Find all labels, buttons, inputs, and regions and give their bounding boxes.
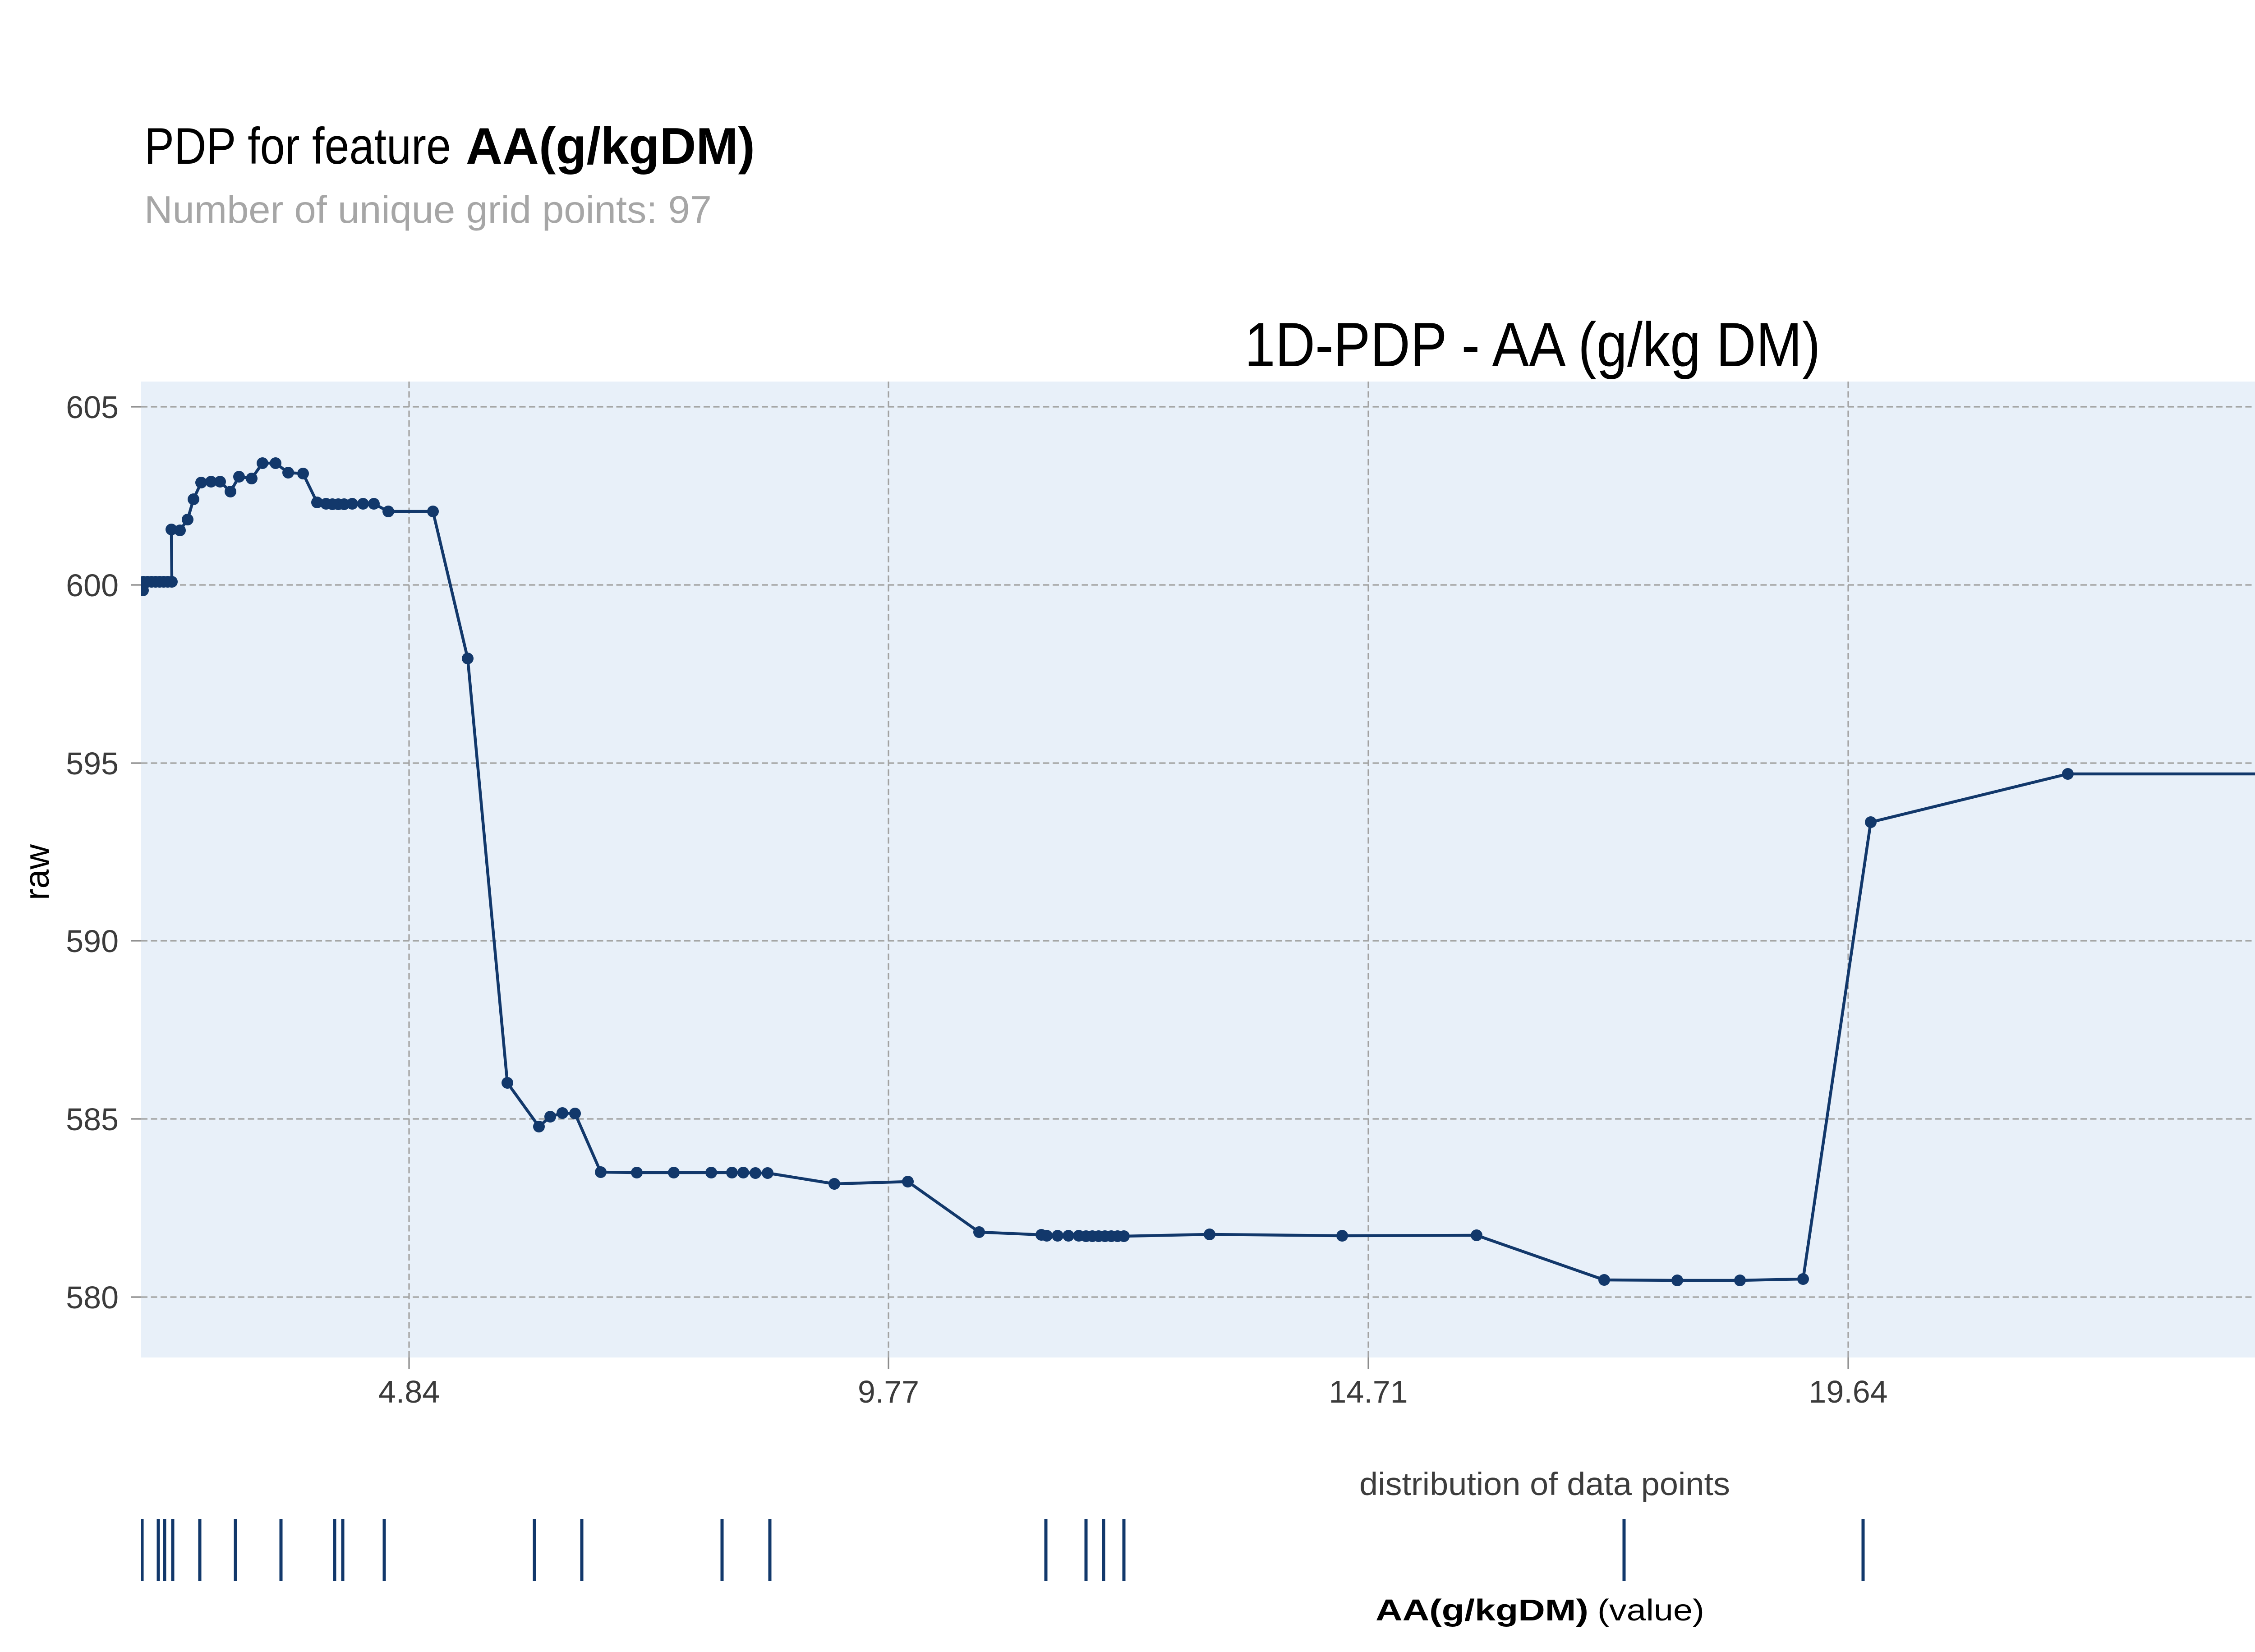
svg-text:4.84: 4.84: [378, 1374, 440, 1409]
svg-text:590: 590: [66, 924, 119, 959]
svg-text:600: 600: [66, 568, 119, 603]
svg-text:(value): (value): [1597, 1593, 1704, 1627]
svg-text:1D-PDP - AA (g/kg DM): 1D-PDP - AA (g/kg DM): [1245, 310, 1821, 380]
svg-text:585: 585: [66, 1102, 119, 1137]
svg-text:580: 580: [66, 1280, 119, 1315]
svg-text:19.64: 19.64: [1809, 1374, 1887, 1409]
svg-text:9.77: 9.77: [858, 1374, 919, 1409]
svg-text:raw: raw: [18, 844, 56, 900]
svg-text:distribution of data points: distribution of data points: [1359, 1467, 1730, 1502]
svg-text:595: 595: [66, 746, 119, 781]
svg-text:PDP for feature: PDP for feature: [144, 118, 451, 175]
svg-text:605: 605: [66, 390, 119, 425]
svg-text:AA(g/kgDM): AA(g/kgDM): [1376, 1593, 1588, 1627]
svg-text:Number of unique grid points:: Number of unique grid points: 97: [144, 189, 712, 231]
svg-text:14.71: 14.71: [1329, 1374, 1408, 1409]
svg-text:AA(g/kgDM): AA(g/kgDM): [466, 118, 755, 175]
